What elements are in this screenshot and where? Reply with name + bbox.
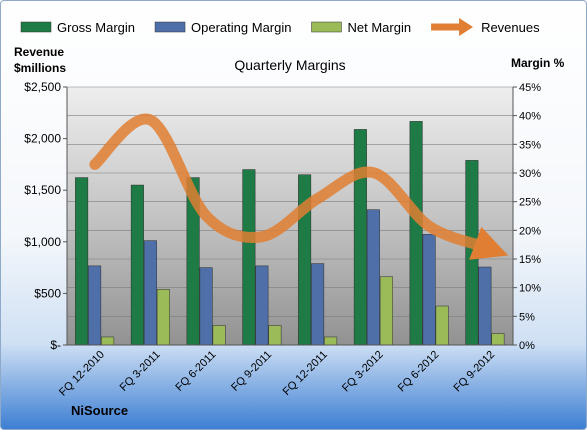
right-axis-tick-label: 20% xyxy=(519,225,541,237)
right-axis-tick-label: 5% xyxy=(519,311,535,323)
net-margin-bar xyxy=(379,276,393,346)
left-axis-tick-label: $2,500 xyxy=(24,80,61,94)
x-axis-tick-label: FQ 9-2011 xyxy=(229,349,274,394)
operating-margin-bar xyxy=(199,267,213,346)
gross-margin-legend-label: Gross Margin xyxy=(57,20,135,35)
net-margin-bar xyxy=(156,289,170,346)
operating-margin-bar xyxy=(88,265,102,346)
left-axis-title-line1: Revenue xyxy=(14,45,64,59)
operating-margin-bar xyxy=(255,265,269,346)
operating-margin-legend-label: Operating Margin xyxy=(191,20,291,35)
right-axis-tick-label: 40% xyxy=(519,111,541,123)
gross-margin-bar xyxy=(465,160,479,346)
left-axis-tick-label: $2,000 xyxy=(24,132,61,146)
x-axis-tick-label: FQ 3-2012 xyxy=(340,349,386,395)
operating-margin-legend-swatch xyxy=(154,21,186,33)
x-axis-tick-label: FQ 6-2012 xyxy=(396,349,442,395)
gross-margin-legend-swatch xyxy=(20,21,52,33)
right-axis-tick-label: 25% xyxy=(519,197,541,209)
gross-margin-bar xyxy=(242,169,256,346)
revenues-legend-label: Revenues xyxy=(481,20,540,35)
net-margin-bar xyxy=(324,336,338,346)
x-axis-tick-label: FQ 6-2011 xyxy=(173,349,218,394)
net-margin-bar xyxy=(212,325,226,346)
operating-margin-bar xyxy=(143,240,157,346)
operating-margin-bar xyxy=(422,234,436,346)
left-axis-tick-label: $- xyxy=(50,338,61,352)
net-margin-legend-swatch xyxy=(311,21,342,33)
right-axis-tick-label: 15% xyxy=(519,254,541,266)
arrow-icon xyxy=(459,18,474,36)
revenues-line xyxy=(89,113,509,260)
right-axis-tick-label: 0% xyxy=(519,340,535,352)
operating-margin-bar xyxy=(366,209,380,346)
left-axis-tick-label: $500 xyxy=(34,286,61,300)
left-axis-title-line2: $millions xyxy=(14,61,66,75)
company-name: NiSource xyxy=(71,403,128,418)
right-axis-tick-label: 30% xyxy=(519,168,541,180)
right-axis-tick-label: 45% xyxy=(519,82,541,94)
left-axis-tick-label: $1,500 xyxy=(24,183,61,197)
net-margin-bar xyxy=(435,305,449,346)
net-margin-bar xyxy=(101,336,115,346)
operating-margin-bar xyxy=(478,266,492,346)
x-axis-tick-label: FQ 12-2011 xyxy=(281,349,330,398)
right-axis-tick-label: 35% xyxy=(519,139,541,151)
x-axis-tick-label: FQ 3-2011 xyxy=(118,349,163,394)
gross-margin-bar xyxy=(353,129,367,346)
gross-margin-bar xyxy=(409,121,423,346)
right-axis-tick-label: 10% xyxy=(519,283,541,295)
net-margin-bar xyxy=(491,333,505,346)
right-axis-title: Margin % xyxy=(511,56,565,70)
operating-margin-bar xyxy=(311,263,325,346)
left-axis-tick-label: $1,000 xyxy=(24,235,61,249)
net-margin-bar xyxy=(268,325,282,346)
net-margin-legend-label: Net Margin xyxy=(347,20,411,35)
gross-margin-bar xyxy=(130,184,144,346)
gross-margin-bar xyxy=(75,177,89,346)
x-axis-tick-label: FQ 12-2010 xyxy=(57,349,107,399)
x-axis-tick-label: FQ 9-2012 xyxy=(452,349,498,395)
chart-title: Quarterly Margins xyxy=(234,57,345,73)
